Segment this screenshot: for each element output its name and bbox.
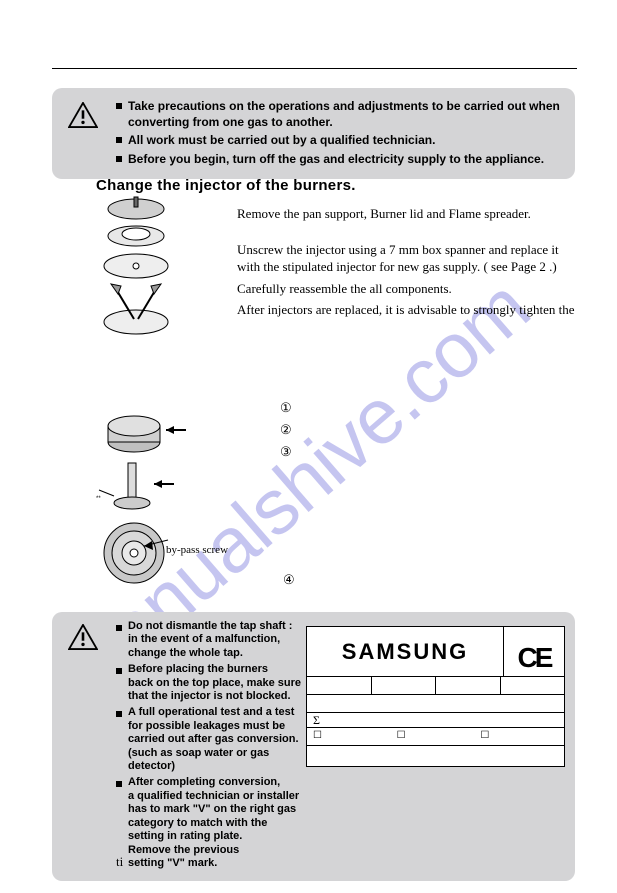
- lower-bullet-4: After completing conversion, a qualified…: [116, 776, 344, 870]
- checkbox: ☐: [480, 728, 564, 745]
- body-p3: Carefully reassemble the all components.: [237, 280, 575, 298]
- svg-text:**: **: [96, 496, 101, 502]
- checkbox: ☐: [313, 728, 397, 745]
- step-1: ①: [280, 400, 292, 416]
- bypass-screw-label: by-pass screw: [166, 544, 228, 556]
- section-heading: Change the injector of the burners.: [96, 177, 356, 194]
- warning-bullet: Take precautions on the operations and a…: [116, 98, 561, 130]
- warning-icon: [68, 624, 98, 650]
- body-p1: Remove the pan support, Burner lid and F…: [237, 205, 575, 223]
- figure-burner-dismantle: [96, 194, 206, 339]
- step-numbers: ① ② ③: [280, 400, 292, 466]
- page-number: ti: [116, 854, 123, 870]
- step-4: ④: [283, 572, 295, 588]
- step-2: ②: [280, 422, 292, 438]
- rating-plate: SAMSUNG CE Σ ☐ ☐ ☐: [306, 626, 565, 767]
- brand-logo: SAMSUNG: [342, 639, 468, 665]
- warning-bullet: All work must be carried out by a qualif…: [116, 132, 561, 148]
- horizontal-rule: [52, 68, 577, 69]
- body-p4: After injectors are replaced, it is advi…: [237, 301, 575, 319]
- warning-box-top: Take precautions on the operations and a…: [52, 88, 575, 179]
- warning-bullet: Before you begin, turn off the gas and e…: [116, 151, 561, 167]
- body-p2: Unscrew the injector using a 7 mm box sp…: [237, 241, 575, 276]
- checkbox: ☐: [397, 728, 481, 745]
- figure-knob-bypass: **: [96, 408, 224, 591]
- warning-icon: [68, 102, 98, 128]
- sigma-row: Σ: [307, 713, 564, 728]
- body-text: Remove the pan support, Burner lid and F…: [237, 205, 575, 323]
- step-3: ③: [280, 444, 292, 460]
- ce-mark: CE: [518, 642, 551, 674]
